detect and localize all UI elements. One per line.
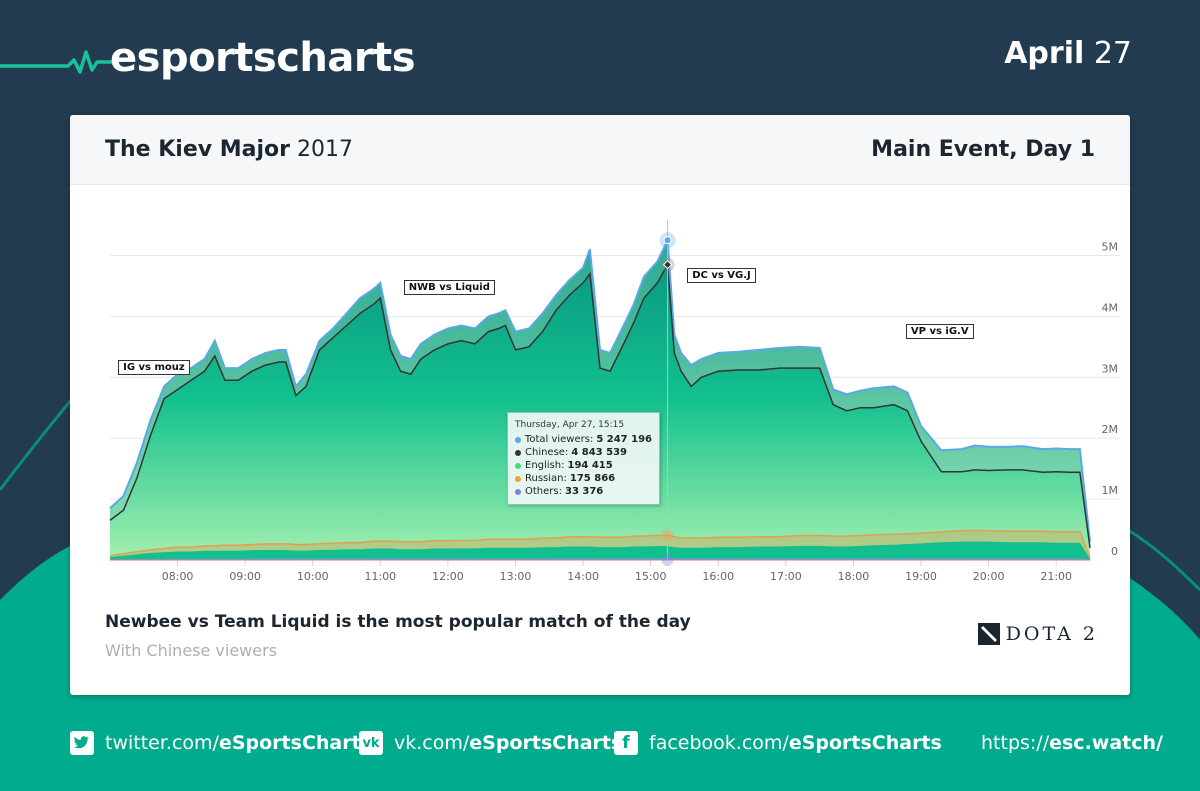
russian-marker-halo [661, 529, 674, 542]
footer: twitter.com/eSportsCharts vk vk.com/eSpo… [0, 722, 1200, 764]
vk-icon: vk [359, 731, 383, 755]
tooltip-value: 33 376 [564, 486, 604, 497]
area-english [110, 541, 1090, 560]
event-stage: Main Event, Day 1 [871, 137, 1095, 162]
english-dot-icon [515, 462, 521, 469]
x-tick-label: 09:00 [229, 570, 261, 583]
tooltip-label: Total viewers: [524, 434, 594, 445]
date-month: April [1004, 36, 1085, 71]
chart-canvas[interactable]: 0 1M 2M 3M 4M 5M 08:00 09:00 10:00 11:00 12:00 13:0… [70, 185, 1130, 605]
headline: Newbee vs Team Liquid is the most popula… [105, 612, 691, 632]
vk-prefix: vk.com/ [394, 732, 470, 754]
x-tick-label: 13:00 [500, 570, 532, 583]
match-annotation: VP vs iG.V [905, 324, 974, 339]
tooltip-row-total: Total viewers: 5 247 196 [515, 433, 652, 446]
tooltip-value: 5 247 196 [596, 434, 652, 445]
vk-handle: eSportsCharts [469, 732, 623, 754]
x-tick-label: 19:00 [905, 570, 937, 583]
line-total-viewers [109, 236, 1091, 542]
total-marker [663, 236, 672, 245]
y-tick-label: 1M [1102, 484, 1119, 497]
site-prefix: https:// [981, 732, 1050, 754]
tooltip-label: Russian: [525, 473, 567, 484]
y-tick-label: 4M [1102, 301, 1119, 314]
twitter-icon [70, 731, 94, 755]
chinese-dot-icon [515, 449, 521, 456]
x-tick-label: 17:00 [770, 570, 802, 583]
tooltip-row-russian: Russian: 175 866 [515, 472, 652, 485]
y-tick-label: 5M [1102, 240, 1119, 253]
x-tick-label: 14:00 [567, 570, 599, 583]
date-day: 27 [1093, 36, 1132, 71]
x-tick-label: 11:00 [364, 570, 396, 583]
card-header: The Kiev Major 2017 Main Event, Day 1 [70, 115, 1130, 185]
tooltip-value: 4 843 539 [571, 447, 627, 458]
facebook-icon: f [614, 731, 638, 755]
y-tick-label: 0 [1111, 545, 1118, 558]
website-link[interactable]: https://esc.watch/ [981, 732, 1163, 754]
x-tick-label: 16:00 [702, 570, 734, 583]
x-tick-label: 12:00 [432, 570, 464, 583]
dota2-logo: DOTA 2 [977, 623, 1098, 645]
facebook-prefix: facebook.com/ [649, 732, 789, 754]
tooltip-row-others: Others: 33 376 [515, 485, 652, 498]
pulse-line-icon [0, 50, 112, 74]
facebook-link[interactable]: f facebook.com/eSportsCharts [614, 731, 942, 755]
event-year: 2017 [297, 137, 354, 162]
site-domain: esc.watch/ [1049, 732, 1163, 754]
twitter-prefix: twitter.com/ [105, 732, 219, 754]
subheadline: With Chinese viewers [105, 641, 278, 660]
y-tick-label: 2M [1102, 423, 1119, 436]
chart-card: The Kiev Major 2017 Main Event, Day 1 0 1… [70, 115, 1130, 695]
tooltip-date: Thursday, Apr 27, 15:15 [515, 420, 625, 430]
tooltip-label: English: [525, 460, 565, 471]
chart-tooltip: Thursday, Apr 27, 15:15 Total viewers: 5… [507, 412, 660, 505]
tooltip-row-chinese: Chinese: 4 843 539 [515, 446, 652, 459]
russian-dot-icon [515, 475, 521, 482]
event-title: The Kiev Major 2017 [105, 137, 353, 162]
x-tick-label: 08:00 [162, 570, 194, 583]
brand-logo: esportscharts [0, 28, 416, 88]
others-marker-halo [661, 554, 674, 566]
tooltip-label: Others: [525, 486, 562, 497]
twitter-handle: eSportsCharts [218, 732, 372, 754]
header-date: April 27 [1004, 36, 1132, 71]
match-annotation: IG vs mouz [118, 360, 190, 375]
x-tick-label: 18:00 [838, 570, 870, 583]
line-russian [109, 529, 1091, 559]
tooltip-value: 194 415 [567, 460, 613, 471]
vk-link[interactable]: vk vk.com/eSportsCharts [359, 731, 622, 755]
viewers-chart[interactable]: 0 1M 2M 3M 4M 5M 08:00 09:00 10:00 11:00 12:00 13:0… [70, 185, 1130, 605]
chinese-marker [662, 259, 673, 270]
dota-mark-icon [977, 623, 1000, 645]
line-chinese [109, 262, 1091, 548]
tooltip-value: 175 866 [569, 473, 616, 484]
match-annotation: NWB vs Liquid [403, 280, 495, 295]
match-annotation: DC vs VG.J [687, 268, 756, 283]
facebook-handle: eSportsCharts [788, 732, 942, 754]
tooltip-label: Chinese: [525, 447, 569, 458]
total-dot-icon [515, 436, 521, 443]
x-tick-label: 10:00 [297, 570, 329, 583]
game-name: DOTA 2 [1005, 623, 1098, 645]
x-tick-label: 15:00 [635, 570, 667, 583]
event-name: The Kiev Major [105, 137, 291, 162]
x-tick-label: 20:00 [973, 570, 1005, 583]
others-dot-icon [515, 488, 521, 495]
twitter-link[interactable]: twitter.com/eSportsCharts [70, 731, 372, 755]
x-tick-label: 21:00 [1040, 570, 1072, 583]
brand-name: esportscharts [110, 35, 416, 81]
y-tick-label: 3M [1102, 362, 1119, 375]
tooltip-row-english: English: 194 415 [515, 459, 652, 472]
